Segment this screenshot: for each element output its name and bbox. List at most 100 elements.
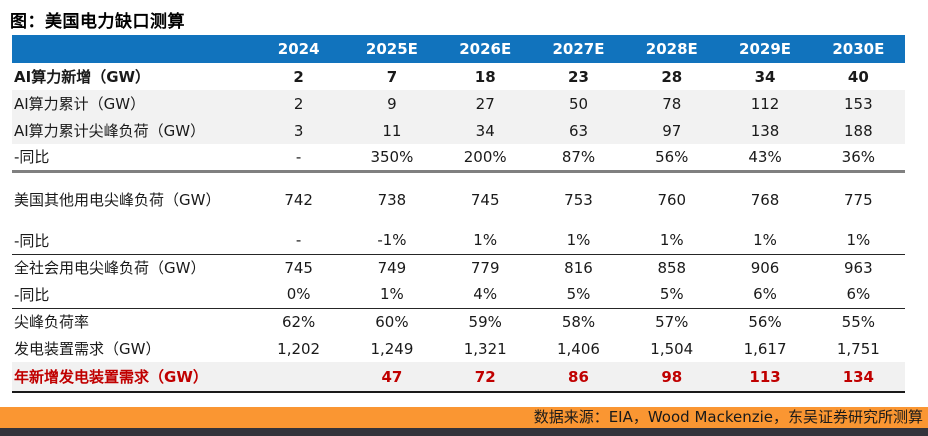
table-cell: 1% [625,227,719,255]
header-cell-year: 2026E [438,35,532,63]
table-cell: 5% [625,281,719,309]
table-cell: 749 [377,258,407,277]
table-cell: 1,406 [557,339,600,358]
table-row: -同比 -350% 200% 87% 56% 43% 36% [12,144,905,173]
table-cell: 760 [657,190,687,209]
table-cell: 1,321 [463,339,507,358]
header-cell-year: 2025E [345,35,439,63]
header-cell-year: 2024 [252,35,346,63]
table-cell: 753 [564,190,593,209]
table-cell: 134 [811,362,905,393]
table-cell: 153 [811,90,905,117]
row-label: AI算力累计尖峰负荷（GW） [12,117,252,144]
table-cell: 50 [531,90,626,117]
row-label: AI算力新增（GW） [14,68,151,86]
table-cell: 58% [561,312,596,331]
table-cell: 1% [345,281,439,309]
table-cell: 59% [468,312,502,331]
table-cell: 28 [661,67,683,86]
table-cell: 34 [438,117,532,144]
table-cell: 27 [438,90,532,117]
table-cell: 1,202 [277,339,321,358]
table-cell: -1% [345,227,439,255]
header-cell-year: 2027E [531,35,626,63]
power-gap-table: 2024 2025E 2026E 2027E 2028E 2029E 2030E AI算力新… [12,35,905,393]
table-cell: 7 [386,67,398,86]
page-title: 图：美国电力缺口测算 [10,12,185,32]
table-cell: 963 [844,258,873,277]
table-cell: 858 [657,258,687,277]
table-cell: 816 [564,258,593,277]
row-label: -同比 [12,227,252,255]
table-cell: 745 [284,258,313,277]
row-label: AI算力累计（GW） [12,90,252,117]
data-source-bar: 数据来源：EIA，Wood Mackenzie，东吴证券研究所测算 [0,407,928,428]
table-cell: 138 [718,117,812,144]
header-cell-year: 2029E [718,35,812,63]
table-cell: 188 [811,117,905,144]
table-cell: 78 [625,90,719,117]
table-cell: 18 [474,67,496,86]
table-cell: 738 [377,190,407,209]
table-row: 美国其他用电尖峰负荷（GW） 742 738 745 753 760 768 775 [12,171,905,227]
table-cell: 23 [568,67,589,86]
table-cell: 1,249 [370,339,414,358]
table-cell: 87% [531,144,626,173]
header-row: 2024 2025E 2026E 2027E 2028E 2029E 2030E [12,35,905,63]
header-cell-year: 2030E [811,35,905,63]
table-cell: 1% [811,227,905,255]
row-label: 发电装置需求（GW） [14,340,161,358]
table-cell: 56% [748,312,782,331]
table-row: 全社会用电尖峰负荷（GW） 745 749 779 816 858 906 963 [12,254,905,281]
table-row: 尖峰负荷率 62% 60% 59% 58% 57% 56% 55% [12,308,905,335]
bottom-accent-bar [0,428,928,436]
row-label: 年新增发电装置需求（GW） [12,362,252,393]
table-cell: 63 [531,117,626,144]
table-cell: 47 [345,362,439,393]
table-cell: 4% [438,281,532,309]
table-cell: 6% [718,281,812,309]
table-cell: 57% [655,312,689,331]
table-cell: 1% [531,227,626,255]
row-label: 全社会用电尖峰负荷（GW） [14,259,206,278]
table-cell: 112 [718,90,812,117]
table-cell: 768 [750,190,780,209]
table-cell: 350% [345,144,439,173]
table-cell: 6% [811,281,905,309]
table-cell: 1,617 [743,339,787,358]
header-cell-empty [12,35,252,63]
table-cell: 742 [284,190,313,209]
table-cell: 5% [531,281,626,309]
table-cell: 1,504 [650,339,694,358]
table-row: -同比 0% 1% 4% 5% 5% 6% 6% [12,281,905,309]
table-cell: 34 [754,67,776,86]
row-label: 美国其他用电尖峰负荷（GW） [14,191,221,210]
table-cell: 906 [750,258,780,277]
table-cell: 0% [252,281,346,309]
table-cell: 36% [811,144,905,173]
table-body: AI算力新增（GW） 2 7 18 23 28 34 40 AI算力累计（GW） 2 9 27 50 78… [12,63,905,393]
table-cell: 97 [625,117,719,144]
table-cell: 113 [718,362,812,393]
table-row: 发电装置需求（GW） 1,202 1,249 1,321 1,406 1,504 1,617… [12,335,905,362]
table-row: -同比 - -1% 1% 1% 1% 1% 1% [12,227,905,255]
table-cell: 1% [718,227,812,255]
header-cell-year: 2028E [625,35,719,63]
table-cell: 1% [438,227,532,255]
table-cell: 3 [252,117,346,144]
row-label: -同比 [12,281,252,309]
table-row: AI算力新增（GW） 2 7 18 23 28 34 40 [12,63,905,90]
table-cell: 775 [844,190,873,209]
table-cell: 55% [841,312,876,331]
table-cell: - [252,144,346,173]
table-cell: 72 [438,362,532,393]
table-cell: 43% [718,144,812,173]
table-cell: 9 [345,90,439,117]
row-label: -同比 [12,144,252,173]
data-source-text: 数据来源：EIA，Wood Mackenzie，东吴证券研究所测算 [533,408,923,426]
table-cell: - [252,227,346,255]
table-header: 2024 2025E 2026E 2027E 2028E 2029E 2030E [12,35,905,63]
table-cell: 98 [625,362,719,393]
table-cell: 1,751 [836,339,880,358]
